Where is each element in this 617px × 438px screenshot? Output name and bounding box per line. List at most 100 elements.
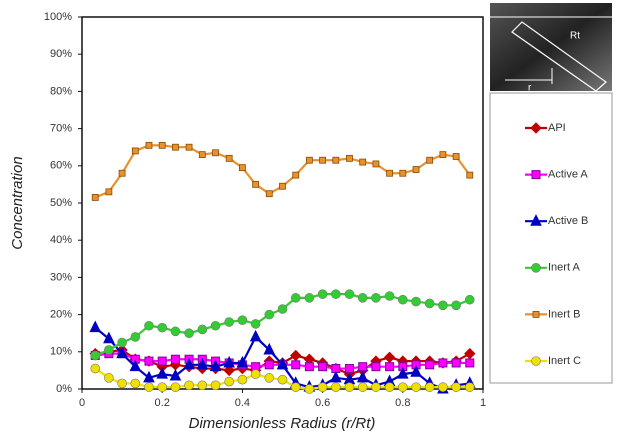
marker [119, 170, 125, 176]
marker [305, 363, 313, 371]
marker [465, 349, 475, 359]
marker [400, 170, 406, 176]
x-tick-label: 1 [480, 397, 486, 409]
legend-label: API [548, 122, 566, 134]
marker [238, 375, 247, 384]
marker [385, 383, 394, 392]
inset-image [490, 3, 612, 91]
marker [465, 383, 474, 392]
marker [398, 383, 407, 392]
y-tick-label: 100% [44, 11, 72, 23]
marker [359, 363, 367, 371]
chart: Rt r Dimensionless Radius (r/Rt) Concent… [0, 0, 617, 438]
marker [439, 359, 447, 367]
marker [158, 357, 166, 365]
y-tick-label: 90% [50, 48, 72, 60]
marker [360, 159, 366, 165]
marker [320, 157, 326, 163]
y-tick-label: 10% [50, 346, 72, 358]
marker [90, 322, 100, 332]
x-axis-title: Dimensionless Radius (r/Rt) [189, 415, 376, 432]
legend-label: Inert A [548, 262, 580, 274]
x-tick-label: 0 [79, 397, 85, 409]
marker [319, 363, 327, 371]
marker [358, 372, 368, 382]
marker [266, 191, 272, 197]
marker [91, 364, 100, 373]
marker [198, 325, 207, 334]
y-tick-label: 40% [50, 234, 72, 246]
plot-area [82, 17, 483, 389]
marker [144, 321, 153, 330]
y-tick-label: 0% [56, 383, 72, 395]
marker [345, 290, 354, 299]
marker [412, 383, 421, 392]
marker [318, 383, 327, 392]
marker [372, 363, 380, 371]
marker [331, 290, 340, 299]
y-tick-label: 80% [50, 85, 72, 97]
marker [438, 383, 447, 392]
marker [172, 144, 178, 150]
marker [158, 383, 167, 392]
marker [131, 379, 140, 388]
legend-marker [532, 171, 540, 179]
marker [251, 370, 260, 379]
marker [371, 293, 380, 302]
marker [358, 293, 367, 302]
marker [265, 361, 273, 369]
marker [225, 377, 234, 386]
legend-marker [532, 263, 541, 272]
marker [346, 155, 352, 161]
page: Rt r Dimensionless Radius (r/Rt) Concent… [0, 0, 617, 438]
x-tick-label: 0.8 [395, 397, 410, 409]
marker [318, 290, 327, 299]
marker [373, 161, 379, 167]
marker [385, 292, 394, 301]
marker [306, 157, 312, 163]
marker [385, 352, 395, 362]
marker [253, 181, 259, 187]
marker [104, 373, 113, 382]
marker [225, 318, 234, 327]
marker [265, 373, 274, 382]
marker [440, 152, 446, 158]
marker [305, 385, 314, 394]
marker [157, 368, 167, 378]
marker [92, 194, 98, 200]
y-tick-label: 30% [50, 271, 72, 283]
marker [226, 155, 232, 161]
marker [371, 383, 380, 392]
marker [185, 381, 194, 390]
marker [425, 383, 434, 392]
marker [358, 383, 367, 392]
marker [453, 154, 459, 160]
marker [426, 361, 434, 369]
marker [144, 383, 153, 392]
marker [171, 355, 179, 363]
inset-label: Rt [570, 31, 580, 42]
legend [490, 93, 612, 383]
marker [331, 372, 341, 382]
marker [293, 172, 299, 178]
legend-marker [533, 311, 539, 317]
marker [213, 150, 219, 156]
marker [278, 305, 287, 314]
marker [104, 345, 113, 354]
marker [158, 323, 167, 332]
marker [91, 351, 100, 360]
marker [427, 157, 433, 163]
marker [425, 299, 434, 308]
marker [333, 157, 339, 163]
x-tick-label: 0.6 [315, 397, 330, 409]
legend-label: Inert B [548, 308, 580, 320]
marker [106, 189, 112, 195]
legend-label: Active A [548, 169, 588, 181]
legend-label: Active B [548, 215, 588, 227]
y-axis-title: Concentration [9, 156, 26, 249]
marker [466, 359, 474, 367]
marker [331, 383, 340, 392]
y-tick-label: 50% [50, 197, 72, 209]
legend-label: Inert C [548, 355, 581, 367]
marker [238, 316, 247, 325]
